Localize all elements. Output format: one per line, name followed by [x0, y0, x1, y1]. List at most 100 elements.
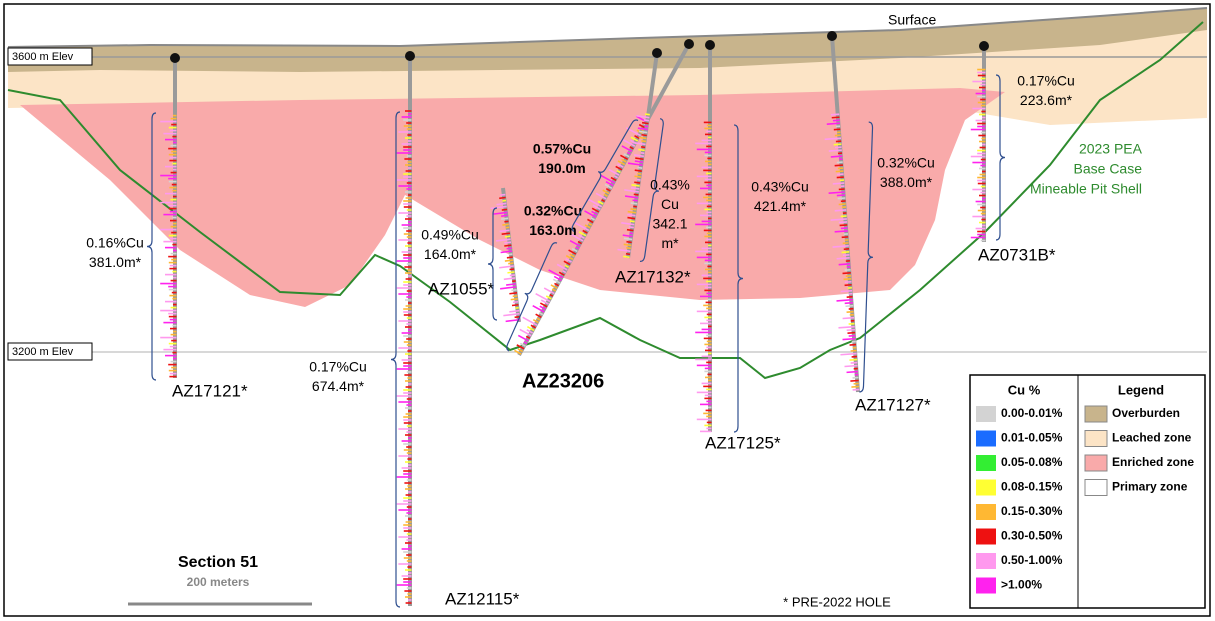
assay-tick [634, 169, 642, 172]
assay-tick [641, 121, 649, 125]
assay-tick [550, 284, 558, 290]
assay-tick [637, 172, 642, 175]
assay-tick [844, 283, 852, 287]
assay-tick [604, 183, 613, 189]
hole-label: AZ12115* [445, 589, 520, 608]
assay-tick [838, 203, 846, 206]
assay-tick [828, 191, 845, 194]
legend-title: Cu % [1008, 382, 1041, 397]
pit-shell-label: Mineable Pit Shell [1030, 181, 1142, 197]
legend-label: 0.15-0.30% [1001, 504, 1063, 518]
assay-tick [538, 311, 544, 316]
assay-tick [634, 175, 642, 178]
elevation-box [7, 342, 93, 361]
assay-tick [500, 250, 513, 254]
legend-label: Overburden [1112, 406, 1180, 420]
assay-tick [506, 247, 512, 250]
assay-tick [632, 141, 646, 146]
hole-label: AZ17125* [705, 433, 781, 452]
assay-tick [637, 166, 643, 169]
assay-tick [530, 324, 536, 329]
legend-label: Leached zone [1112, 431, 1192, 445]
assay-tick [553, 275, 562, 282]
assay-tick [569, 239, 581, 247]
assay-tick [615, 165, 623, 171]
assay-tick [843, 277, 852, 281]
assay-tick [629, 220, 635, 223]
assay-tick [490, 205, 507, 210]
intercept-bracket [506, 242, 558, 352]
assay-tick [641, 139, 647, 143]
assay-tick [502, 223, 509, 226]
assay-tick [838, 325, 855, 329]
assay-tick [501, 214, 508, 217]
assay-tick [836, 257, 850, 260]
intercept-label: Cu [661, 196, 679, 212]
assay-tick [621, 158, 627, 163]
assay-tick [630, 136, 639, 142]
assay-tick [507, 271, 515, 274]
footnote: * PRE-2022 HOLE [783, 594, 891, 609]
assay-tick [512, 300, 519, 304]
legend-swatch [1084, 454, 1108, 472]
assay-tick [503, 277, 516, 281]
assay-tick [620, 154, 629, 161]
assay-tick [548, 269, 564, 279]
assay-tick [623, 255, 630, 259]
assay-tick [603, 193, 608, 197]
assay-tick [499, 265, 514, 269]
assay-tick [527, 326, 535, 332]
assay-tick [595, 192, 607, 200]
assay-tick [838, 263, 851, 266]
assay-tick [577, 240, 583, 245]
assay-tick [519, 342, 526, 347]
assay-tick [626, 228, 634, 232]
assay-tick [587, 218, 594, 224]
intercept-bracket [859, 121, 874, 393]
assay-tick [500, 217, 509, 220]
assay-tick [554, 282, 559, 287]
collar [652, 48, 662, 58]
intercept-label: 163.0m [529, 222, 576, 238]
legend-label: 0.00-0.01% [1001, 406, 1063, 420]
assay-tick [582, 229, 588, 234]
intercept-label: 0.43%Cu [751, 179, 809, 195]
elevation-label: 3600 m Elev [12, 51, 74, 63]
assay-tick [623, 153, 630, 158]
assay-tick [846, 370, 859, 374]
pit-shell-label: Base Case [1074, 161, 1143, 177]
surface-label: Surface [888, 12, 936, 28]
assay-tick [837, 197, 846, 200]
assay-tick [832, 245, 849, 248]
assay-tick [503, 312, 520, 317]
assay-tick [636, 115, 650, 119]
assay-tick [626, 246, 631, 250]
assay-tick [842, 316, 855, 320]
assay-tick [514, 315, 520, 319]
assay-tick [832, 182, 845, 185]
assay-tick [543, 287, 555, 295]
assay-tick [826, 122, 840, 125]
assay-tick [556, 263, 568, 271]
hole-label: AZ23206 [522, 370, 604, 392]
assay-tick [834, 230, 848, 233]
assay-tick [614, 175, 618, 179]
collar [705, 40, 715, 50]
assay-tick [523, 341, 528, 345]
legend-swatch [976, 528, 996, 545]
assay-tick [574, 221, 590, 232]
assay-tick [590, 217, 595, 221]
section-label: Section 51 [178, 554, 258, 571]
assay-tick [525, 335, 531, 340]
assay-tick [539, 305, 547, 311]
assay-tick [536, 317, 541, 321]
assay-tick [634, 160, 644, 164]
assay-tick [501, 208, 508, 211]
assay-tick [842, 337, 856, 341]
assay-tick [845, 304, 854, 308]
assay-tick [601, 199, 606, 203]
assay-tick [627, 151, 631, 155]
assay-tick [638, 136, 647, 140]
legend-swatch [976, 455, 996, 471]
assay-tick [840, 289, 853, 293]
